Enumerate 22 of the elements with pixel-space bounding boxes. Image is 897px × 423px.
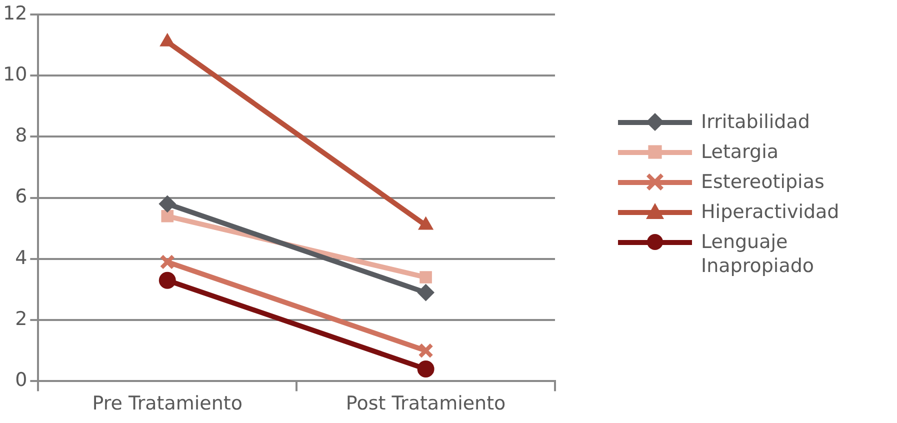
y-tick-label: 8: [15, 124, 28, 147]
y-tick-label: 0: [15, 369, 28, 392]
point: [161, 210, 174, 222]
legend-label: Hiperactividad: [701, 200, 840, 224]
legend-label: Irritabilidad: [701, 110, 811, 134]
y-tick-label: 10: [2, 63, 28, 86]
point: [417, 360, 434, 378]
point: [158, 272, 176, 289]
point: [417, 284, 434, 302]
x-tick-label: Post Tratamiento: [346, 392, 506, 415]
legend-label: Lenguaje Inapropiado: [701, 230, 816, 278]
x-tick-label: Pre Tratamiento: [92, 392, 242, 415]
point: [160, 254, 176, 270]
point: [420, 271, 432, 284]
y-tick-label: 6: [15, 186, 28, 208]
point: [158, 195, 176, 212]
y-tick-label: 12: [2, 2, 28, 24]
y-tick-label: 2: [15, 308, 28, 330]
point: [418, 342, 434, 358]
legend-label: Estereotipias: [701, 170, 826, 194]
legend-label: Letargia: [701, 140, 780, 164]
y-tick-label: 4: [15, 246, 28, 269]
